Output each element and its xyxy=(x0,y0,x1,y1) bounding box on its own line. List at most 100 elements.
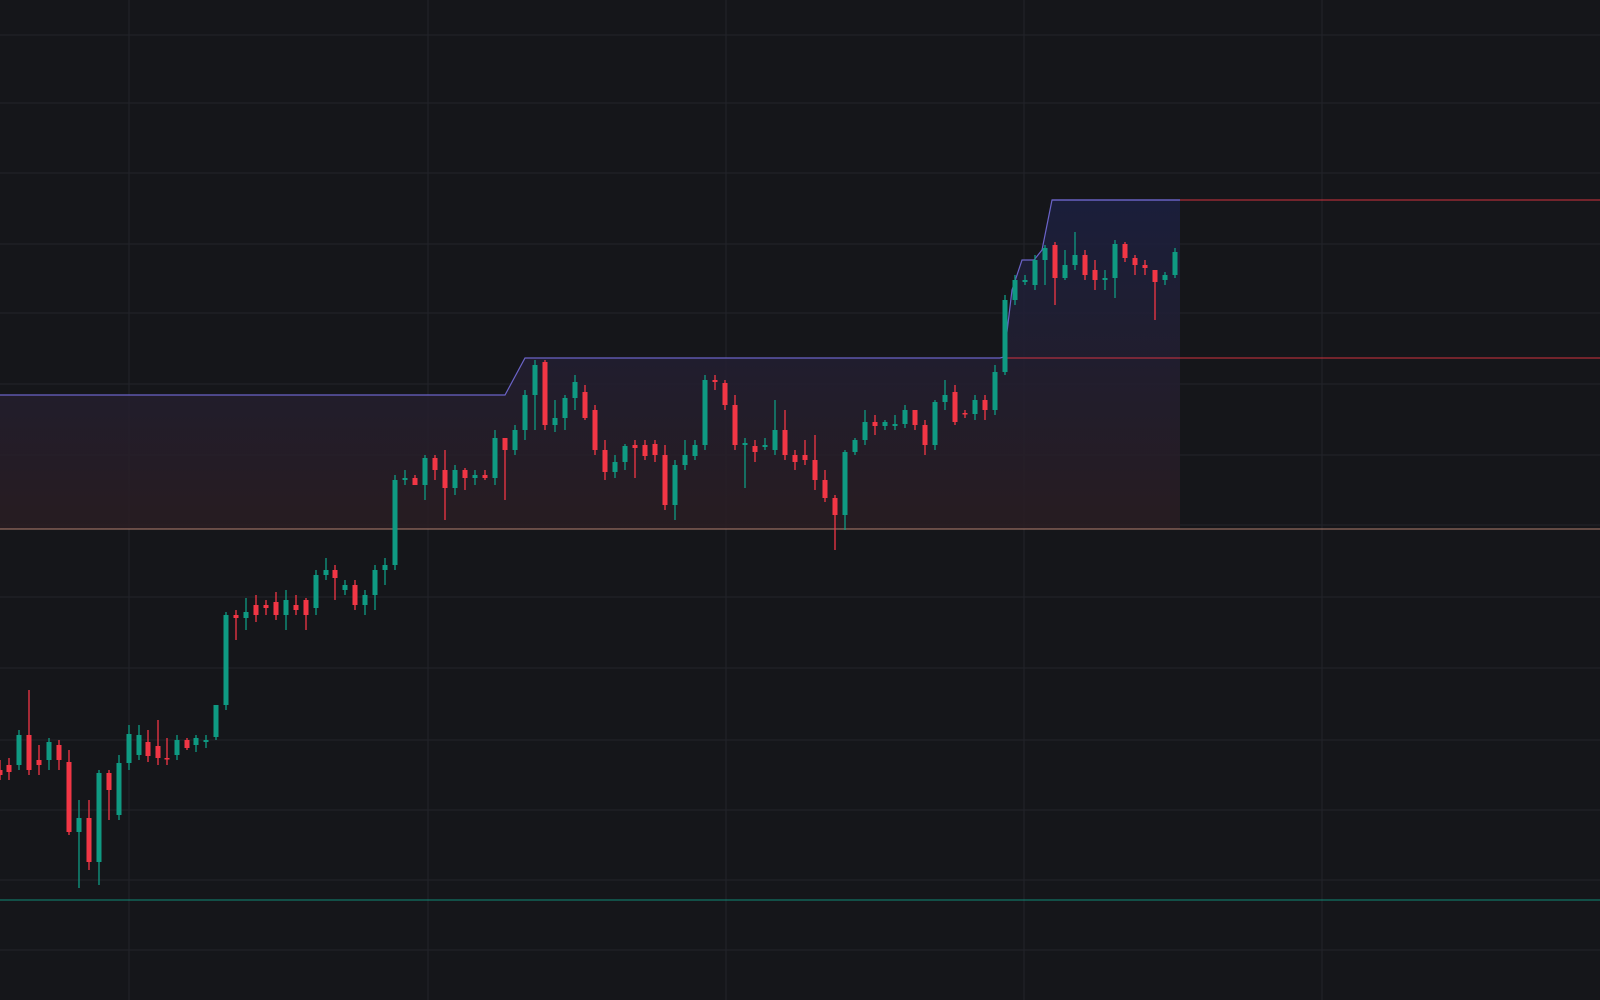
candle xyxy=(263,600,269,615)
candle xyxy=(872,415,878,435)
candle-body xyxy=(672,465,678,505)
candle-body xyxy=(213,705,219,737)
candle xyxy=(1082,250,1088,280)
candle xyxy=(392,475,398,570)
candle-body xyxy=(1082,255,1088,275)
candle xyxy=(612,455,618,478)
candle xyxy=(552,400,558,432)
candle xyxy=(982,395,988,420)
candle xyxy=(193,735,199,752)
candle xyxy=(912,410,918,430)
candle xyxy=(642,440,648,460)
candle-body xyxy=(193,738,199,745)
candle-body xyxy=(942,395,948,402)
candle-body xyxy=(462,470,468,478)
candle-body xyxy=(26,735,32,770)
candle xyxy=(36,745,42,775)
candle-body xyxy=(46,742,52,760)
candle-body xyxy=(1062,265,1068,278)
candle-body xyxy=(762,445,768,447)
candle-body xyxy=(1002,300,1008,372)
candle xyxy=(155,720,161,765)
candle xyxy=(213,705,219,740)
candle xyxy=(792,450,798,470)
candle xyxy=(852,438,858,455)
candle-body xyxy=(332,570,338,578)
candle xyxy=(992,365,998,415)
candle-body xyxy=(155,746,161,758)
candle-body xyxy=(243,612,249,618)
candle xyxy=(1142,260,1148,275)
candle xyxy=(952,385,958,425)
candle xyxy=(732,395,738,450)
candle-body xyxy=(223,615,229,705)
candle xyxy=(972,395,978,420)
candle xyxy=(76,800,82,888)
candle xyxy=(184,738,190,750)
candle-body xyxy=(842,452,848,515)
candle-body xyxy=(682,455,688,465)
candle-body xyxy=(542,362,548,425)
candle xyxy=(323,558,329,580)
candle-body xyxy=(822,480,828,498)
candle-body xyxy=(432,458,438,470)
candle xyxy=(203,735,209,748)
candle xyxy=(632,440,638,478)
candle xyxy=(422,455,428,500)
candle xyxy=(832,495,838,550)
candle-body xyxy=(932,402,938,445)
candle-body xyxy=(652,444,658,455)
candle-body xyxy=(233,615,239,618)
candle-body xyxy=(702,380,708,445)
candle-body xyxy=(106,773,112,790)
candle xyxy=(223,612,229,710)
candle xyxy=(1072,232,1078,270)
candle xyxy=(602,440,608,480)
candle xyxy=(432,455,438,480)
candle-body xyxy=(812,460,818,480)
candle xyxy=(742,438,748,488)
candle xyxy=(932,400,938,450)
candle xyxy=(692,440,698,460)
candle xyxy=(136,725,142,760)
candle-body xyxy=(622,446,628,462)
candle-body xyxy=(732,405,738,445)
candle xyxy=(532,360,538,430)
candle-body xyxy=(512,430,518,450)
candle xyxy=(1132,255,1138,275)
candle-body xyxy=(1072,255,1078,265)
candles xyxy=(0,232,1178,888)
candle xyxy=(522,390,528,440)
candle xyxy=(1162,272,1168,285)
candle-body xyxy=(164,758,170,760)
candle xyxy=(762,438,768,450)
candle xyxy=(293,595,299,615)
candle xyxy=(46,738,52,770)
candle-body xyxy=(612,462,618,472)
candle-body xyxy=(412,478,418,485)
range-band-fill xyxy=(0,200,1180,529)
candle xyxy=(1032,255,1038,290)
candle xyxy=(622,444,628,470)
candle xyxy=(842,450,848,530)
candle-body xyxy=(76,818,82,832)
candle xyxy=(572,375,578,410)
candle-body xyxy=(502,438,508,450)
candle xyxy=(562,395,568,430)
candle xyxy=(1172,248,1178,278)
candle-body xyxy=(352,585,358,605)
candle-body xyxy=(174,740,180,755)
candle-body xyxy=(852,440,858,452)
candle xyxy=(56,740,62,770)
candle-body xyxy=(442,470,448,488)
level-lines xyxy=(0,199,1600,901)
candle-body xyxy=(402,478,408,480)
candle xyxy=(672,460,678,520)
candle-body xyxy=(782,430,788,455)
candle-body xyxy=(962,413,968,415)
candle-body xyxy=(632,445,638,448)
candle xyxy=(462,468,468,490)
candle-body xyxy=(742,443,748,445)
candle-body xyxy=(56,745,62,760)
